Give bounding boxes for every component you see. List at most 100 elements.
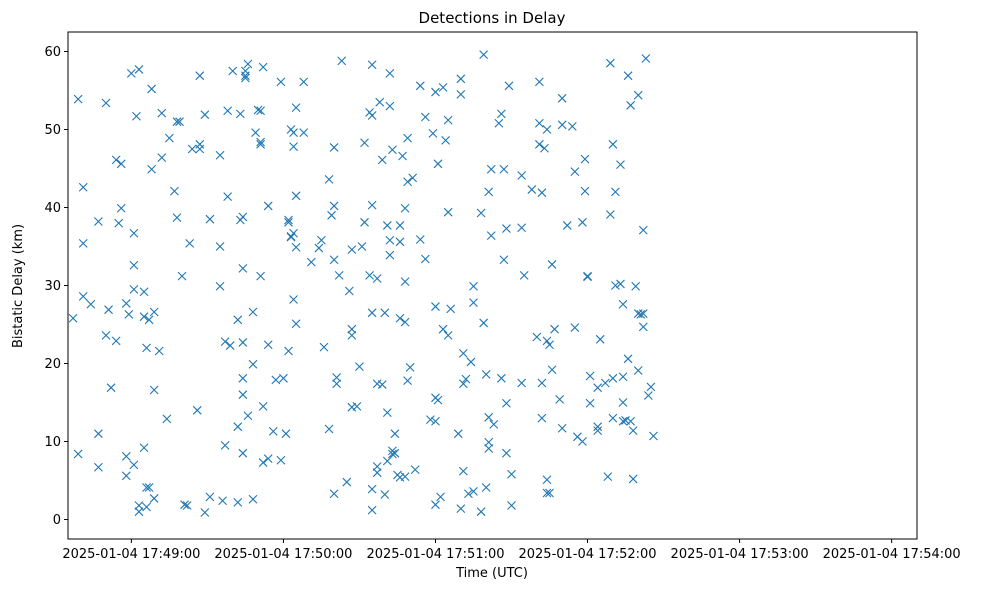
data-point [164,133,174,143]
data-point [628,474,638,484]
data-point [547,260,557,269]
data-point [626,416,636,426]
data-point [289,142,298,152]
data-point [121,471,131,481]
data-point [517,223,527,233]
data-point [200,508,210,517]
y-tick-label: 60 [44,45,61,60]
data-point [616,279,625,289]
data-point [289,295,298,304]
data-point [319,342,329,352]
data-point [324,424,334,434]
data-point [484,444,494,453]
data-point [111,155,121,165]
data-point [144,483,154,492]
data-point [314,243,324,253]
data-point [306,257,316,267]
data-point [400,203,410,213]
data-point [436,492,445,502]
data-point [616,160,625,169]
data-point [545,488,554,498]
data-point [390,429,400,439]
x-tick-label: 2025-01-04 17:51:00 [366,547,504,562]
data-point [365,270,374,280]
data-point [395,313,405,323]
data-point [567,121,577,131]
data-point [347,324,357,334]
data-point [534,139,544,149]
data-point [215,150,225,160]
data-point [608,139,618,149]
data-point [623,71,633,81]
data-point [410,465,420,474]
data-point [499,255,509,265]
data-point [519,270,529,280]
data-point [180,500,189,510]
data-point [484,187,494,197]
data-point [367,111,377,120]
data-point [256,139,265,149]
data-point [144,315,154,325]
data-point [542,475,552,485]
data-point [499,164,509,174]
data-point [114,218,124,228]
data-point [276,455,286,465]
data-point [646,382,656,392]
data-point [175,117,184,127]
data-point [443,115,453,125]
data-point [223,106,233,116]
data-point [238,338,248,347]
x-tick-label: 2025-01-04 17:49:00 [62,547,200,562]
data-point [147,164,157,174]
data-point [628,426,638,435]
data-point [101,331,111,340]
data-point [121,299,131,308]
data-point [73,94,83,104]
data-point [476,208,486,218]
data-point [377,380,387,389]
data-point [344,286,354,296]
data-point [170,186,179,196]
data-point [605,210,615,219]
y-tick-label: 40 [44,201,61,216]
data-point [284,346,293,356]
y-tick-label: 50 [44,123,61,138]
data-point [332,379,342,389]
y-tick-label: 30 [44,279,61,294]
data-point [223,192,233,201]
data-point [347,245,357,255]
data-point [611,281,620,290]
data-point [400,317,410,327]
data-point [557,423,567,433]
data-point [289,228,298,238]
data-point [357,242,367,251]
data-point [256,137,265,147]
data-point [534,118,544,128]
data-point [258,402,268,411]
data-point [479,50,489,60]
data-point [631,281,641,291]
data-point [385,101,395,111]
data-point [78,182,88,192]
data-point [139,287,149,297]
data-point [329,201,339,211]
data-point [580,154,590,164]
data-point [129,285,139,294]
data-point [73,449,83,459]
data-point [94,462,103,472]
data-point [641,54,651,63]
data-point [149,307,159,317]
data-point [238,212,248,222]
data-point [329,489,339,499]
data-point [68,313,78,323]
data-point [372,468,382,478]
data-point [608,413,618,423]
data-point [241,71,250,81]
data-point [433,159,443,169]
data-point [367,484,377,494]
data-point [121,451,131,461]
data-point [415,81,425,91]
data-point [649,431,658,441]
data-point [248,307,258,317]
